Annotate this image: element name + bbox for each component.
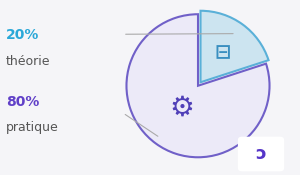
- Text: 20%: 20%: [6, 28, 39, 42]
- Text: pratique: pratique: [6, 121, 59, 134]
- Wedge shape: [127, 14, 269, 157]
- Text: théorie: théorie: [6, 55, 50, 68]
- Text: ⚙: ⚙: [169, 94, 194, 122]
- FancyBboxPatch shape: [238, 137, 284, 171]
- Text: ⊟: ⊟: [214, 43, 231, 62]
- Text: ↄ: ↄ: [256, 145, 266, 163]
- Text: 80%: 80%: [6, 94, 39, 108]
- Wedge shape: [200, 11, 268, 82]
